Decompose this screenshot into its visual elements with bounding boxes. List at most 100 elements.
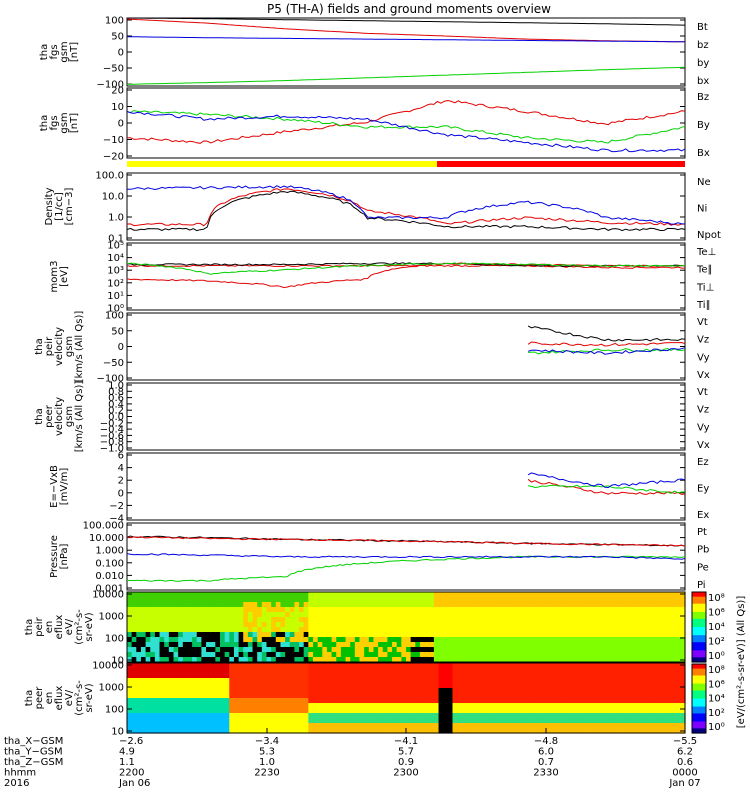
spectrogram-cell — [140, 678, 147, 684]
colorbar-cell — [692, 708, 706, 711]
spectrogram-cell — [433, 602, 440, 608]
spectrogram-cell — [127, 693, 133, 699]
spectrogram-cell — [140, 607, 147, 613]
spectrogram-cell — [182, 602, 189, 608]
spectrogram-cell — [387, 663, 393, 669]
spectrogram-cell — [536, 673, 542, 679]
spectrogram-cell — [252, 607, 258, 613]
spectrogram-cell — [582, 622, 588, 628]
spectrogram-cell — [229, 657, 235, 663]
spectrogram-cell — [517, 683, 523, 689]
spectrogram-cell — [559, 698, 565, 704]
spectrogram-cell — [131, 642, 137, 648]
spectrogram-cell — [275, 602, 282, 608]
spectrogram-cell — [136, 668, 142, 674]
spectrogram-cell — [526, 622, 533, 628]
spectrogram-cell — [629, 678, 635, 684]
spectrogram-cell — [159, 688, 165, 694]
spectrogram-cell — [210, 617, 216, 623]
spectrogram-cell — [350, 657, 356, 663]
spectrogram-cell — [229, 698, 235, 704]
spectrogram-cell — [657, 698, 663, 704]
spectrogram-cell — [313, 673, 319, 679]
spectrogram-cell — [224, 657, 230, 663]
spectrogram-cell — [647, 602, 654, 608]
spectrogram-cell — [182, 718, 189, 724]
spectrogram-cell — [159, 637, 165, 643]
spectrogram-cell — [159, 597, 165, 603]
colorbar-cell — [692, 595, 706, 598]
spectrogram-cell — [489, 592, 495, 598]
spectrogram-cell — [178, 632, 184, 638]
spectrogram-cell — [275, 713, 282, 719]
spectrogram-cell — [322, 622, 328, 628]
ytick-label: 20 — [111, 86, 124, 97]
spectrogram-cell — [643, 723, 649, 729]
spectrogram-cell — [550, 647, 556, 653]
spectrogram-cell — [647, 698, 654, 704]
spectrogram-cell — [136, 678, 142, 684]
spectrogram-cell — [438, 718, 444, 724]
spectrogram-cell — [406, 688, 412, 694]
spectrogram-cell — [587, 652, 593, 658]
spectrogram-cell — [266, 683, 272, 689]
spectrogram-cell — [289, 657, 295, 663]
spectrogram-cell — [512, 637, 519, 643]
spectrogram-cell — [271, 627, 277, 633]
spectrogram-cell — [154, 652, 161, 658]
panel-ylabel: mom3[eV] — [49, 261, 70, 293]
spectrogram-cell — [564, 602, 570, 608]
spectrogram-cell — [531, 718, 537, 724]
spectrogram-cell — [517, 718, 523, 724]
spectrogram-cell — [615, 663, 621, 669]
colorbar-cell — [692, 630, 706, 633]
spectrogram-cell — [503, 723, 509, 729]
spectrogram-cell — [215, 652, 221, 658]
spectrogram-cell — [131, 683, 137, 689]
spectrogram-cell — [582, 597, 588, 603]
spectrogram-cell — [531, 622, 537, 628]
spectrogram-cell — [266, 642, 272, 648]
spectrogram-cell — [526, 632, 533, 638]
spectrogram-cell — [610, 703, 616, 709]
spectrogram-cell — [671, 663, 677, 669]
spectrogram-cell — [168, 632, 175, 638]
spectrogram-cell — [559, 723, 565, 729]
spectrogram-cell — [466, 652, 472, 658]
spectrogram-cell — [447, 678, 454, 684]
spectrogram-cell — [419, 657, 426, 663]
spectrogram-cell — [401, 683, 407, 689]
spectrogram-cell — [419, 688, 426, 694]
spectrogram-cell — [429, 723, 435, 729]
spectrogram-cell — [187, 718, 193, 724]
spectrogram-cell — [680, 642, 686, 648]
spectrogram-cell — [303, 678, 309, 684]
spectrogram-cell — [461, 698, 468, 704]
spectrogram-cell — [564, 622, 570, 628]
spectrogram-cell — [201, 652, 207, 658]
spectrogram-cell — [545, 617, 551, 623]
spectrogram-cell — [359, 683, 365, 689]
spectrogram-cell — [127, 632, 133, 638]
spectrogram-cell — [415, 632, 421, 638]
spectrogram-cell — [136, 703, 142, 709]
spectrogram-cell — [131, 622, 137, 628]
spectrogram-cell — [424, 718, 430, 724]
legend-item: Vx — [697, 440, 710, 451]
spectrogram-cell — [406, 592, 412, 598]
spectrogram-cell — [326, 718, 333, 724]
colorbar-tick: 10² — [708, 637, 725, 648]
spectrogram-cell — [229, 668, 235, 674]
spectrogram-cell — [359, 632, 365, 638]
spectrogram-cell — [345, 693, 351, 699]
spectrogram-cell — [438, 617, 444, 623]
spectrogram-cell — [187, 652, 193, 658]
spectrogram-cell — [587, 678, 593, 684]
spectrogram-cell — [605, 612, 612, 618]
spectrogram-cell — [545, 718, 551, 724]
spectrogram-cell — [210, 718, 216, 724]
spectrogram-cell — [540, 673, 547, 679]
spectrogram-cell — [596, 688, 602, 694]
spectrogram-cell — [601, 642, 607, 648]
spectrogram-cell — [475, 637, 481, 643]
